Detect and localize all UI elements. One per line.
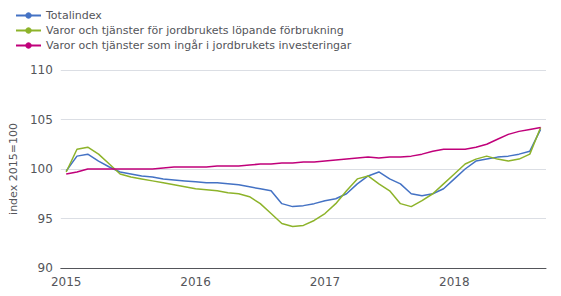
svg-text:Totalindex: Totalindex xyxy=(45,9,102,22)
svg-text:100: 100 xyxy=(30,162,53,176)
svg-text:90: 90 xyxy=(38,261,53,275)
svg-text:2016: 2016 xyxy=(180,275,211,289)
svg-text:Varor och tjänster som ingår i: Varor och tjänster som ingår i jordbruke… xyxy=(46,39,352,52)
svg-text:2015: 2015 xyxy=(51,275,82,289)
svg-text:95: 95 xyxy=(38,212,53,226)
svg-text:2017: 2017 xyxy=(310,275,341,289)
svg-text:105: 105 xyxy=(30,113,53,127)
svg-text:2018: 2018 xyxy=(439,275,470,289)
svg-text:Varor och tjänster för jordbru: Varor och tjänster för jordbrukets löpan… xyxy=(46,24,344,37)
svg-text:110: 110 xyxy=(30,63,53,77)
svg-text:index 2015=100: index 2015=100 xyxy=(7,123,20,215)
